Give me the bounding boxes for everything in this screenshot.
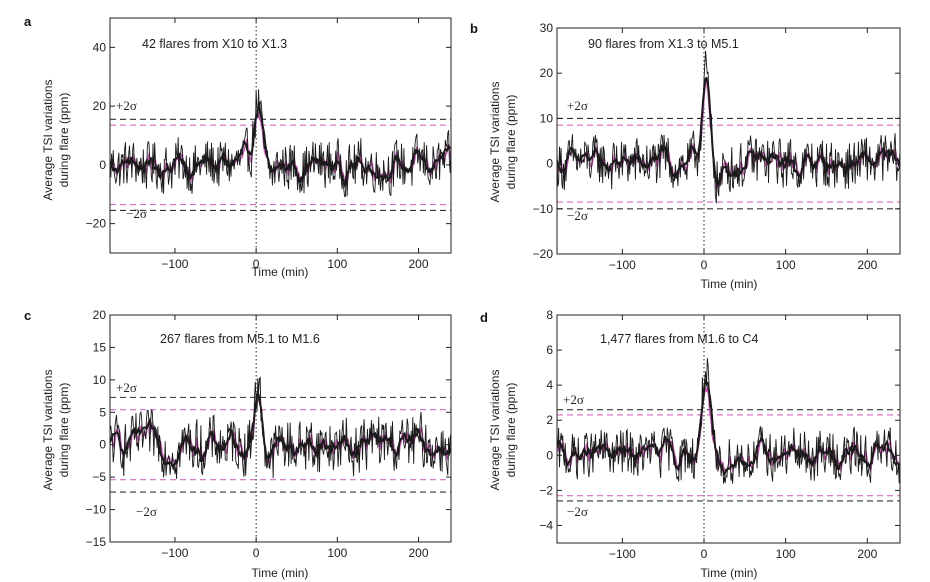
sigma-minus-label-b: −2σ [567, 208, 588, 223]
sigma-minus-label-c: −2σ [136, 504, 157, 519]
y-tick-label-c-5: 10 [93, 373, 107, 387]
x-tick-label-c-1: 0 [253, 546, 260, 560]
y-axis-label-d-line1: Average TSI variations [488, 370, 502, 491]
x-tick-label-a-1: 0 [253, 257, 260, 271]
series-black-raw-c [110, 376, 451, 479]
series-group-a [110, 89, 451, 197]
annotation-d: 1,477 flares from M1.6 to C4 [600, 332, 758, 346]
panel-label-a: a [24, 14, 32, 29]
y-axis-label-b-line2: during flare (ppm) [504, 95, 518, 190]
panel-label-c: c [24, 308, 31, 323]
x-tick-label-b-0: −100 [609, 258, 636, 272]
x-tick-label-a-0: −100 [161, 257, 188, 271]
sigma-minus-label-d: −2σ [567, 504, 588, 519]
plot-area-a: −20 0 20 40 −100 0 100 200 [86, 17, 452, 271]
annotation-c: 267 flares from M5.1 to M1.6 [160, 332, 320, 346]
y-axis-label-c-line2: during flare (ppm) [57, 383, 71, 478]
panel-label-d: d [480, 310, 488, 325]
y-tick-label-c-3: 0 [99, 438, 106, 452]
x-tick-label-b-3: 200 [857, 258, 877, 272]
y-tick-label-c-1: −10 [86, 503, 107, 517]
y-tick-label-c-2: −5 [92, 470, 106, 484]
y-axis-label-b-line1: Average TSI variations [488, 82, 502, 203]
x-tick-label-c-0: −100 [161, 546, 188, 560]
y-tick-label-d-3: 2 [546, 413, 553, 427]
y-tick-label-a-1: 0 [99, 158, 106, 172]
y-tick-label-b-4: 20 [540, 66, 554, 80]
panel-label-b: b [470, 21, 478, 36]
x-tick-label-a-3: 200 [409, 257, 429, 271]
series-black-smoothed-c [110, 391, 451, 471]
series-black-smoothed-b [557, 76, 900, 188]
x-tick-label-b-2: 100 [776, 258, 796, 272]
series-black-raw-b [557, 50, 900, 204]
x-tick-label-d-2: 100 [776, 547, 796, 561]
y-tick-label-a-3: 40 [93, 40, 107, 54]
y-tick-label-c-7: 20 [93, 308, 107, 322]
series-group-c [110, 376, 451, 479]
x-tick-label-c-2: 100 [327, 546, 347, 560]
x-axis-label-b: Time (min) [701, 277, 758, 291]
x-tick-label-b-1: 0 [701, 258, 708, 272]
y-axis-label-c-line1: Average TSI variations [41, 370, 55, 491]
y-tick-label-d-2: 0 [546, 448, 553, 462]
x-tick-label-d-3: 200 [857, 547, 877, 561]
annotation-b: 90 flares from X1.3 to M5.1 [588, 37, 739, 51]
plot-frame-a [109, 17, 452, 254]
plot-area-c: −15 −10 −5 0 5 10 15 20 −100 0 100 200 [86, 308, 452, 560]
sigma-minus-label-a: −2σ [126, 206, 147, 221]
x-axis-label-d: Time (min) [701, 566, 758, 580]
panel-c: c −15 −10 −5 0 5 10 15 20 −100 0 100 200 267 flares… [24, 308, 452, 580]
x-tick-label-a-2: 100 [327, 257, 347, 271]
sigma-plus-label-b: +2σ [567, 98, 588, 113]
y-tick-label-c-4: 5 [99, 405, 106, 419]
series-group-b [557, 50, 900, 204]
y-axis-label-a-line2: during flare (ppm) [57, 93, 71, 188]
y-tick-label-b-3: 10 [540, 111, 554, 125]
sigma-plus-label-c: +2σ [116, 380, 137, 395]
series-black-smoothed-d [557, 379, 900, 477]
y-tick-label-c-6: 15 [93, 340, 107, 354]
x-tick-label-d-1: 0 [701, 547, 708, 561]
panel-d: d −4 −2 0 2 4 6 8 −100 0 100 200 1,477 flares from… [480, 308, 901, 580]
y-tick-label-b-2: 0 [546, 157, 553, 171]
series-black-raw-a [110, 89, 451, 197]
x-tick-label-c-3: 200 [409, 546, 429, 560]
x-axis-label-a: Time (min) [252, 265, 309, 279]
plot-frame-d [556, 314, 901, 544]
y-axis-label-a-line1: Average TSI variations [41, 80, 55, 201]
series-black-smoothed-a [110, 102, 451, 189]
sigma-plus-label-d: +2σ [563, 392, 584, 407]
y-tick-label-d-4: 4 [546, 378, 553, 392]
x-tick-label-d-0: −100 [609, 547, 636, 561]
y-tick-label-b-5: 30 [540, 21, 554, 35]
panel-a: a −20 0 20 40 −100 0 100 200 42 flares from X10… [24, 14, 452, 279]
sigma-plus-label-a: +2σ [116, 98, 137, 113]
y-tick-label-d-0: −4 [539, 518, 553, 532]
y-tick-label-a-2: 20 [93, 99, 107, 113]
y-tick-label-c-0: −15 [86, 535, 107, 549]
y-tick-label-d-1: −2 [539, 483, 553, 497]
y-tick-label-b-0: −20 [533, 247, 554, 261]
annotation-a: 42 flares from X10 to X1.3 [142, 37, 287, 51]
plot-frame-b [556, 27, 901, 255]
x-axis-label-c: Time (min) [252, 566, 309, 580]
y-axis-label-d-line2: during flare (ppm) [504, 383, 518, 478]
series-black-raw-d [557, 358, 900, 484]
series-group-d [557, 358, 900, 484]
y-tick-label-a-0: −20 [86, 217, 107, 231]
plot-area-d: −4 −2 0 2 4 6 8 −100 0 100 200 [539, 308, 901, 561]
y-tick-label-d-6: 8 [546, 308, 553, 322]
plot-frame-c [109, 314, 452, 543]
y-tick-label-b-1: −10 [533, 202, 554, 216]
y-tick-label-d-5: 6 [546, 343, 553, 357]
